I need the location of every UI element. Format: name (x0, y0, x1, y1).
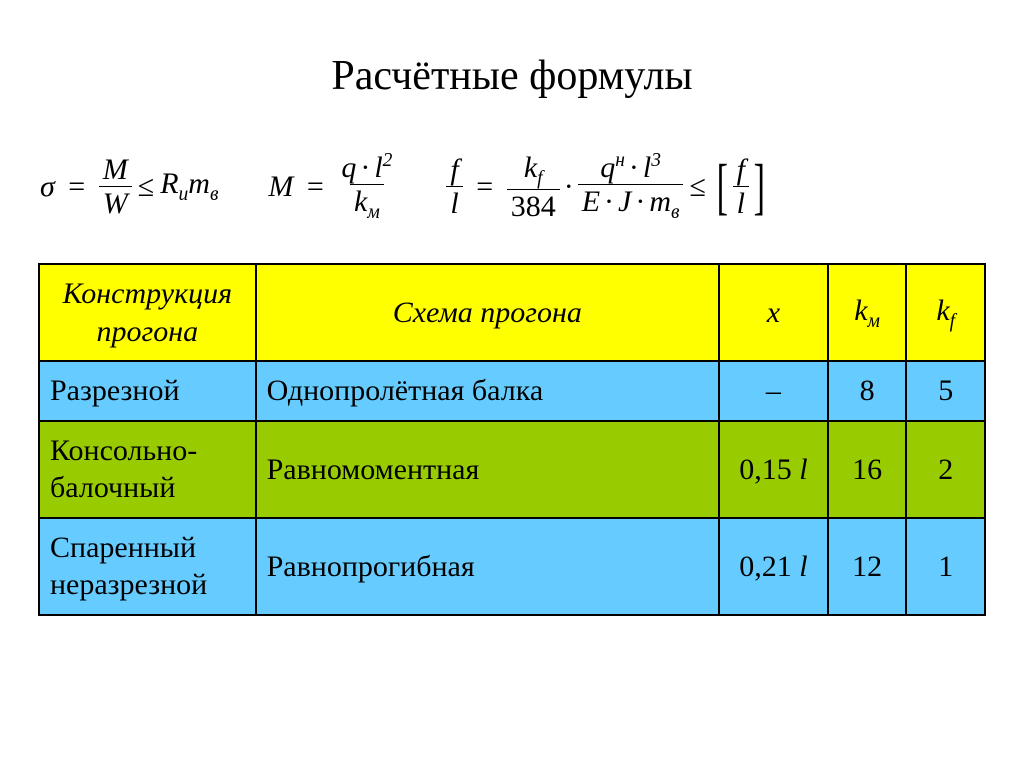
m-symbol-2: m (649, 185, 671, 218)
cell-scheme: Равномоментная (256, 421, 719, 518)
header-kf-k: k (936, 294, 949, 327)
cell-km: 16 (828, 421, 907, 518)
numerator-f: f (446, 153, 462, 186)
frac-ql2-km: q·l2 kм (337, 150, 396, 223)
cell-construct: Разрезной (39, 361, 256, 421)
numerator-f-2: f (733, 153, 749, 186)
q-symbol-2: q (600, 151, 615, 184)
bracket-left: [ (717, 158, 728, 216)
formula-deflection: f l = kf 384 · qн·l3 E·J·mв ≤ [ (446, 150, 769, 223)
cell-construct: Консольно-балочный (39, 421, 256, 518)
ru-r: R (160, 167, 178, 200)
ru-term: Rumв (160, 167, 218, 206)
ru-sub: u (179, 184, 189, 205)
header-scheme: Схема прогона (256, 264, 719, 361)
km-sub: м (367, 202, 379, 223)
sigma-symbol: σ (40, 170, 55, 204)
cell-km: 12 (828, 518, 907, 615)
bracket-right: ] (754, 158, 765, 216)
leq-sign: ≤ (132, 170, 160, 204)
leq-sign-2: ≤ (683, 170, 711, 204)
coefficients-table: Конструкция прогона Схема прогона x kм k… (38, 263, 986, 616)
cell-kf: 2 (906, 421, 985, 518)
table-wrapper: Конструкция прогона Схема прогона x kм k… (0, 223, 1024, 616)
header-kf: kf (906, 264, 985, 361)
mult-dot: · (356, 151, 374, 184)
table-body: РазрезнойОднопролётная балка–85Консольно… (39, 361, 985, 615)
table-row: РазрезнойОднопролётная балка–85 (39, 361, 985, 421)
cell-kf: 5 (906, 361, 985, 421)
denominator-ejm: E·J·mв (578, 184, 684, 223)
page: Расчётные формулы σ = M W ≤ Rumв M = q·l… (0, 0, 1024, 767)
e-symbol: E (582, 185, 600, 218)
table-row: Спаренный неразрезнойРавнопрогибная0,21 … (39, 518, 985, 615)
qn-sup: н (615, 150, 625, 171)
header-km-sub: м (868, 311, 880, 332)
kf-sub: f (537, 168, 542, 189)
header-x: x (719, 264, 828, 361)
denominator-l-2: l (733, 186, 749, 220)
table-row: Консольно-балочныйРавномоментная0,15 l16… (39, 421, 985, 518)
numerator-qnl3: qн·l3 (596, 150, 665, 184)
header-construct: Конструкция прогона (39, 264, 256, 361)
page-title: Расчётные формулы (0, 0, 1024, 110)
cell-km: 8 (828, 361, 907, 421)
frac-m-over-w: M W (99, 153, 132, 220)
l-symbol-2: l (643, 151, 651, 184)
frac-qnl3-ejm: qн·l3 E·J·mв (578, 150, 684, 223)
denominator-km: kм (350, 184, 384, 223)
frac-f-over-l-limit: f l (733, 153, 749, 220)
cell-scheme: Равнопрогибная (256, 518, 719, 615)
denominator-w: W (99, 186, 132, 220)
header-kf-sub: f (950, 311, 955, 332)
cell-x: 0,21 l (719, 518, 828, 615)
l-symbol: l (374, 151, 382, 184)
denominator-384: 384 (507, 189, 560, 223)
numerator-m: M (99, 153, 132, 186)
mult-dot-2: · (560, 170, 578, 204)
mult-dot-3: · (625, 151, 643, 184)
table-header-row: Конструкция прогона Схема прогона x kм k… (39, 264, 985, 361)
q-symbol: q (341, 151, 356, 184)
moment-m: M (268, 170, 293, 204)
numerator-kf: kf (520, 151, 547, 189)
frac-f-over-l: f l (446, 153, 462, 220)
cell-x: – (719, 361, 828, 421)
j-symbol: J (618, 185, 631, 218)
cell-kf: 1 (906, 518, 985, 615)
mult-dot-4: · (600, 185, 618, 218)
formulas-row: σ = M W ≤ Rumв M = q·l2 kм (0, 110, 1024, 223)
equals-sign-3: = (463, 170, 507, 204)
frac-kf-384: kf 384 (507, 151, 560, 223)
numerator-ql2: q·l2 (337, 150, 396, 184)
header-km: kм (828, 264, 907, 361)
sup-2: 2 (383, 150, 393, 171)
k-symbol: k (354, 185, 367, 218)
mult-dot-5: · (631, 185, 649, 218)
cell-scheme: Однопролётная балка (256, 361, 719, 421)
sup-3: 3 (651, 150, 661, 171)
equals-sign-2: = (293, 170, 337, 204)
formula-moment: M = q·l2 kм (268, 150, 396, 223)
header-km-k: k (854, 294, 867, 327)
m-sub: в (210, 184, 218, 205)
cell-construct: Спаренный неразрезной (39, 518, 256, 615)
m-symbol: m (188, 167, 210, 200)
equals-sign: = (55, 170, 99, 204)
formula-sigma: σ = M W ≤ Rumв (40, 153, 218, 220)
denominator-l: l (446, 186, 462, 220)
k-symbol-2: k (524, 151, 537, 184)
cell-x: 0,15 l (719, 421, 828, 518)
m-sub-2: в (671, 202, 679, 223)
